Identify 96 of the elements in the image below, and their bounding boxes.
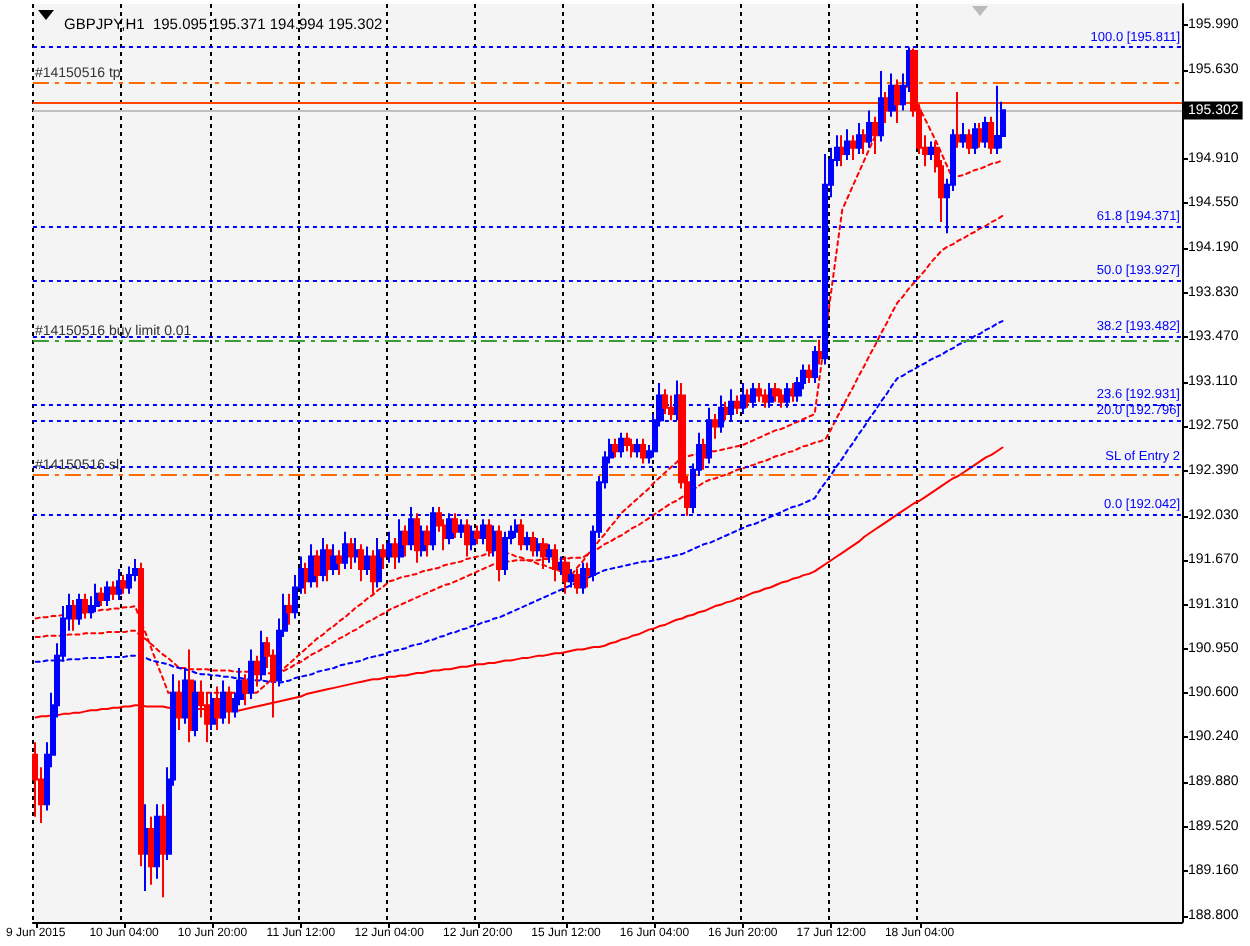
candlestick	[856, 121, 862, 155]
candlestick	[110, 580, 116, 601]
candlestick	[254, 654, 260, 688]
candlestick	[662, 388, 668, 416]
candlestick	[530, 530, 536, 558]
candlestick	[618, 431, 624, 459]
candlestick	[330, 543, 338, 577]
candlestick	[746, 388, 752, 409]
candlestick	[956, 90, 962, 149]
candlestick	[380, 543, 386, 570]
candlestick	[790, 382, 796, 403]
candlestick	[612, 437, 618, 459]
candlestick	[126, 565, 132, 595]
candlestick	[98, 586, 106, 608]
candlestick	[574, 567, 580, 595]
candlestick	[452, 512, 458, 539]
candlestick	[624, 431, 630, 453]
candlestick	[314, 549, 320, 589]
candlestick	[772, 382, 780, 403]
candlestick	[524, 530, 530, 552]
candlestick	[424, 524, 432, 558]
candlestick	[812, 344, 818, 385]
candlestick	[778, 388, 784, 409]
candlestick	[392, 536, 398, 570]
candlestick	[464, 518, 470, 558]
candlestick	[160, 803, 166, 899]
candlestick	[386, 530, 392, 564]
candlestick	[844, 128, 850, 162]
candlestick	[348, 536, 354, 570]
candlestick	[872, 115, 878, 155]
candlestick	[148, 815, 154, 886]
candlestick	[586, 561, 592, 589]
candlestick	[364, 545, 370, 577]
candlestick	[580, 561, 586, 595]
candlestick	[734, 394, 740, 416]
candlestick	[496, 524, 502, 583]
candlestick	[192, 679, 198, 738]
candlestick	[342, 530, 348, 570]
candlestick	[354, 536, 360, 564]
candlestick	[502, 530, 508, 577]
candlestick	[518, 518, 524, 552]
candlestick	[994, 84, 1000, 155]
candlestick	[668, 394, 674, 422]
candlestick	[144, 803, 150, 893]
candlestick	[712, 413, 718, 440]
candlestick	[818, 338, 824, 366]
candlestick	[862, 128, 868, 155]
candlestick	[982, 115, 988, 149]
candlestick	[558, 555, 564, 577]
candlestick	[840, 134, 846, 168]
candlestick	[104, 580, 110, 608]
candlestick	[76, 592, 82, 626]
candlestick	[336, 549, 342, 577]
candlestick	[470, 524, 476, 552]
candlestick	[988, 115, 994, 155]
candlestick	[540, 536, 548, 570]
candlestick	[972, 121, 978, 155]
candlestick	[568, 567, 574, 589]
candlestick	[358, 543, 364, 583]
candlestick	[326, 543, 332, 583]
candlestick	[286, 592, 292, 626]
candlestick	[474, 524, 480, 546]
candlestick	[756, 382, 762, 403]
candlestick	[94, 582, 100, 614]
candlestick	[762, 388, 768, 409]
candlestick	[866, 109, 872, 149]
candlestick	[724, 400, 730, 422]
candlestick	[894, 78, 900, 124]
candlestick	[806, 363, 812, 385]
candlestick	[562, 555, 570, 595]
candlestick	[634, 437, 640, 459]
candlestick	[120, 574, 128, 595]
candlestick	[176, 679, 182, 731]
candlestick	[414, 512, 420, 564]
candlestick	[32, 741, 38, 818]
candlestick	[536, 536, 542, 558]
candlestick	[154, 803, 160, 880]
candlestick	[398, 518, 404, 564]
candlestick	[116, 567, 122, 601]
candlestick	[630, 437, 636, 459]
candlestick	[370, 549, 376, 595]
candlestick	[546, 543, 552, 564]
candlestick	[928, 140, 934, 162]
candlestick	[888, 72, 896, 118]
candlestick	[376, 536, 382, 589]
candlestick	[552, 543, 558, 583]
candlestick	[486, 518, 492, 558]
candlestick	[640, 437, 646, 465]
candlestick	[320, 536, 326, 583]
candlestick	[884, 90, 890, 124]
candlestick	[850, 134, 856, 162]
candlestick	[82, 592, 88, 620]
candlestick	[402, 524, 408, 558]
candlestick	[878, 69, 884, 143]
candlestick	[960, 121, 966, 149]
candlestick	[966, 128, 972, 155]
